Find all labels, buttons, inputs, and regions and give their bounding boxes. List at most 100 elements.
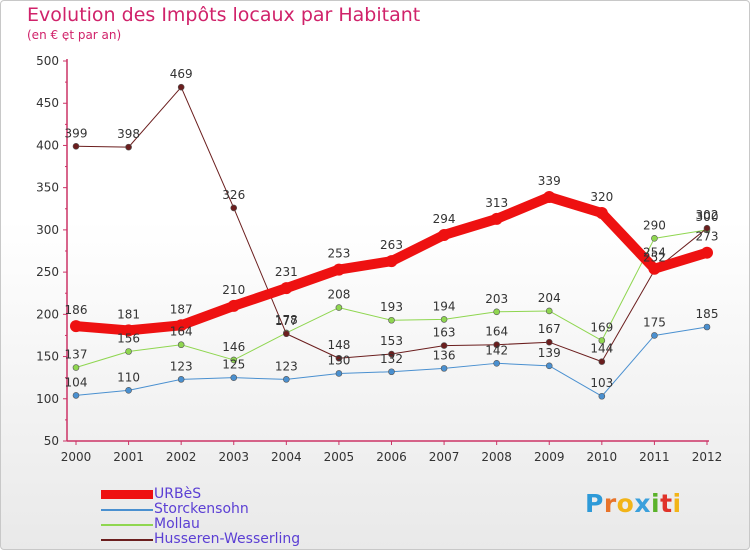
data-label: 177 — [275, 314, 298, 328]
data-point — [388, 350, 395, 358]
data-label: 320 — [590, 190, 613, 204]
data-label: 137 — [65, 348, 88, 362]
data-point — [283, 330, 290, 338]
data-point — [335, 370, 343, 377]
data-point — [545, 338, 553, 346]
data-point — [651, 332, 658, 339]
x-tick-label: 2009 — [534, 450, 565, 464]
data-label: 273 — [696, 230, 719, 244]
data-label: 163 — [433, 326, 456, 340]
data-point — [177, 341, 185, 349]
x-tick-label: 2010 — [587, 450, 618, 464]
data-label: 263 — [380, 238, 403, 252]
data-label: 339 — [538, 174, 561, 188]
data-label: 139 — [538, 346, 561, 360]
data-point — [125, 387, 132, 394]
y-tick-label: 250 — [36, 265, 59, 279]
data-point — [440, 316, 448, 323]
data-point — [543, 190, 556, 203]
data-point — [177, 376, 185, 383]
legend-label: URBèS — [154, 486, 202, 502]
data-point — [648, 262, 661, 275]
data-label: 164 — [485, 325, 508, 339]
data-point — [595, 207, 608, 219]
data-point — [545, 362, 553, 370]
data-point — [545, 307, 553, 315]
x-tick-label: 2012 — [692, 450, 723, 464]
data-label: 132 — [380, 352, 403, 366]
data-point — [388, 316, 395, 324]
data-point — [125, 348, 132, 355]
data-label: 136 — [433, 348, 456, 362]
x-tick-label: 2000 — [61, 450, 92, 464]
data-label: 178 — [275, 313, 298, 327]
data-label: 153 — [380, 334, 403, 348]
data-label: 210 — [222, 283, 245, 297]
data-point — [122, 324, 135, 337]
data-label: 399 — [65, 126, 88, 140]
y-tick-label: 350 — [36, 181, 59, 195]
data-point — [440, 342, 448, 349]
data-label: 187 — [170, 302, 193, 316]
data-point — [493, 360, 500, 367]
logo-letter: t — [660, 489, 673, 518]
data-label: 146 — [222, 340, 245, 354]
chart-title: Evolution des Impôts locaux par Habitant — [27, 4, 421, 26]
data-point — [335, 304, 343, 311]
data-label: 204 — [538, 291, 561, 305]
data-label: 142 — [485, 343, 508, 357]
data-label: 252 — [643, 250, 666, 264]
data-label: 253 — [327, 247, 350, 261]
y-tick-label: 400 — [36, 138, 59, 152]
data-point — [230, 204, 238, 212]
data-label: 167 — [538, 322, 561, 336]
data-label: 302 — [696, 208, 719, 222]
data-point — [332, 263, 345, 276]
data-point — [598, 392, 606, 400]
data-label: 169 — [590, 321, 613, 335]
x-tick-label: 2006 — [376, 450, 407, 464]
data-label: 185 — [696, 307, 719, 321]
data-label: 290 — [643, 218, 666, 232]
logo-letter: i — [651, 489, 661, 518]
data-label: 125 — [222, 358, 245, 372]
y-tick-label: 200 — [36, 307, 59, 321]
logo-letter: i — [672, 489, 682, 518]
data-label: 194 — [433, 299, 456, 313]
data-label: 313 — [485, 196, 508, 210]
data-label: 144 — [590, 342, 613, 356]
logo-letter: r — [603, 489, 617, 518]
data-point — [72, 142, 80, 150]
data-point — [388, 368, 395, 376]
data-point — [493, 308, 500, 316]
data-point — [72, 392, 80, 399]
y-tick-label: 450 — [36, 96, 59, 110]
data-label: 156 — [117, 331, 140, 345]
y-tick-label: 500 — [36, 54, 59, 68]
data-label: 148 — [327, 338, 350, 352]
logo-letter: o — [616, 489, 635, 518]
data-label: 193 — [380, 300, 403, 314]
data-point — [703, 224, 711, 232]
data-point — [598, 358, 606, 365]
legend-label: Mollau — [154, 516, 200, 532]
y-tick-label: 100 — [36, 392, 59, 406]
data-label: 398 — [117, 127, 140, 141]
data-label: 231 — [275, 265, 298, 279]
data-label: 110 — [117, 370, 140, 384]
x-tick-label: 2002 — [166, 450, 197, 464]
legend-swatch — [101, 508, 153, 511]
data-label: 130 — [327, 353, 350, 367]
proxiti-logo: Proxiti — [585, 489, 682, 518]
x-tick-label: 2008 — [481, 450, 512, 464]
data-label: 326 — [222, 188, 245, 202]
legend-swatch — [101, 490, 153, 499]
data-point — [177, 83, 185, 91]
data-point — [598, 337, 606, 344]
legend-swatch — [101, 538, 153, 541]
data-point — [440, 365, 448, 372]
legend-label: Husseren-Wesserling — [154, 531, 301, 547]
data-label: 104 — [65, 375, 88, 389]
